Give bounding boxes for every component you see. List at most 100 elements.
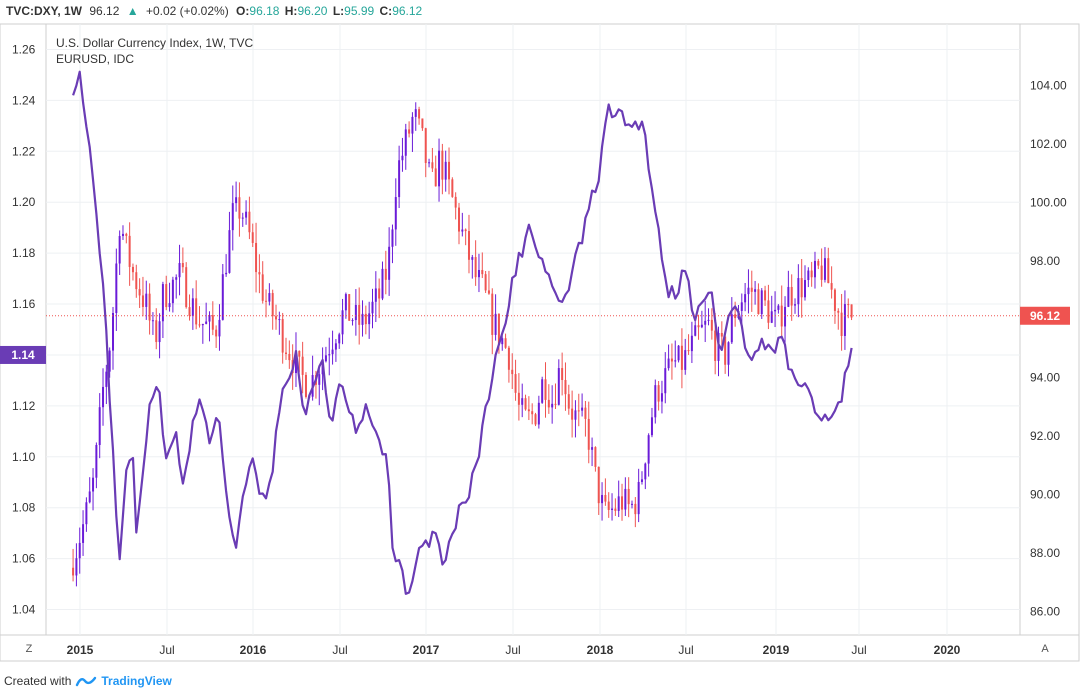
candle-body <box>747 287 750 295</box>
candle-body <box>704 320 707 325</box>
dxy-candle <box>491 288 494 355</box>
dxy-candle <box>158 313 161 359</box>
candle-body <box>597 466 600 504</box>
dxy-candle <box>724 331 727 374</box>
candle-body <box>238 197 241 219</box>
dxy-candle <box>837 308 840 330</box>
candle-body <box>557 368 560 405</box>
candle-body <box>221 274 224 320</box>
candle-body <box>388 246 391 280</box>
dxy-candle <box>840 293 843 351</box>
candle-body <box>744 294 747 303</box>
right-tick-label: 98.00 <box>1030 254 1060 268</box>
left-axis-panel <box>0 23 47 636</box>
zoom-button[interactable]: Z <box>25 643 33 655</box>
candle-body <box>105 371 108 387</box>
dxy-candle <box>301 341 304 394</box>
tradingview-brand[interactable]: TradingView <box>101 674 172 688</box>
dxy-candle <box>567 384 570 415</box>
candle-body <box>507 347 510 370</box>
dxy-candle <box>774 291 777 328</box>
dxy-candle <box>784 296 787 344</box>
candle-body <box>850 304 853 318</box>
dxy-candle <box>561 352 564 396</box>
time-tick-label: Jul <box>851 643 866 657</box>
right-tick-label: 100.00 <box>1030 195 1067 209</box>
candle-body <box>660 393 663 402</box>
candle-body <box>544 379 547 400</box>
dxy-candle <box>484 270 487 293</box>
dxy-candle <box>181 247 184 273</box>
candle-body <box>211 315 214 330</box>
dxy-candle <box>231 185 234 251</box>
left-tick-label: 1.04 <box>12 603 36 617</box>
candle-body <box>141 295 144 307</box>
time-tick-label: 2016 <box>240 643 267 657</box>
right-tick-label: 94.00 <box>1030 371 1060 385</box>
dxy-candle <box>611 493 614 521</box>
dxy-candle <box>601 482 604 521</box>
dxy-candle <box>225 254 228 277</box>
right-tick-label: 92.00 <box>1030 429 1060 443</box>
dxy-candle <box>102 368 105 426</box>
dxy-candle <box>118 230 121 275</box>
candle-body <box>424 128 427 163</box>
candle-body <box>601 495 604 504</box>
candle-body <box>378 288 381 299</box>
candle-body <box>328 354 331 356</box>
high-label: H: <box>284 4 298 18</box>
candle-body <box>441 150 444 180</box>
auto-scale-button[interactable]: A <box>1041 643 1049 655</box>
dxy-candle <box>554 383 557 410</box>
candle-body <box>714 330 717 361</box>
candle-body <box>547 399 550 408</box>
dxy-candle <box>248 196 251 240</box>
dxy-candle <box>411 112 414 152</box>
dxy-candle <box>278 311 281 335</box>
dxy-candle <box>331 330 334 365</box>
dxy-candle <box>112 306 115 370</box>
dxy-candle <box>467 214 470 274</box>
candle-body <box>285 352 288 354</box>
candle-body <box>767 300 770 323</box>
dxy-candle <box>730 297 733 344</box>
legend-primary[interactable]: U.S. Dollar Currency Index, 1W, TVC <box>56 36 254 50</box>
dxy-candle <box>843 290 846 350</box>
candle-body <box>464 229 467 232</box>
dxy-candle <box>594 446 597 472</box>
price-chart[interactable]: 2015 Jul 2016 Jul 2017 Jul 2018 Jul 2019 Jul 2020 1… <box>0 22 1080 672</box>
candle-body <box>534 414 537 425</box>
low-label: L: <box>332 4 345 18</box>
candle-body <box>178 263 181 278</box>
dxy-candle <box>747 269 750 314</box>
candle-body <box>208 315 211 322</box>
candle-body <box>690 335 693 352</box>
candle-body <box>770 311 773 323</box>
right-tick-label: 104.00 <box>1030 78 1067 92</box>
dxy-candle <box>587 401 590 464</box>
dxy-candle <box>444 150 447 192</box>
candle-body <box>531 411 534 415</box>
dxy-candle <box>624 477 627 517</box>
dxy-candle <box>371 288 374 329</box>
dxy-candle <box>175 274 178 299</box>
candle-body <box>504 338 507 348</box>
candle-body <box>248 211 251 233</box>
candle-body <box>165 284 168 308</box>
dxy-candle <box>464 228 467 246</box>
dxy-candle <box>351 318 354 326</box>
candle-body <box>664 368 667 394</box>
legend-secondary[interactable]: EURUSD, IDC <box>56 52 135 66</box>
dxy-candle <box>574 400 577 438</box>
dxy-candle <box>744 282 747 312</box>
symbol-name[interactable]: TVC:DXY, 1W <box>6 4 83 18</box>
right-tick-label: 86.00 <box>1030 605 1060 619</box>
candle-body <box>151 320 154 322</box>
candle-body <box>258 272 261 275</box>
dxy-candle <box>607 492 610 518</box>
dxy-candle <box>95 442 98 489</box>
candle-body <box>421 118 424 129</box>
dxy-candle <box>770 295 773 324</box>
candle-body <box>717 332 720 361</box>
dxy-candle <box>644 462 647 490</box>
